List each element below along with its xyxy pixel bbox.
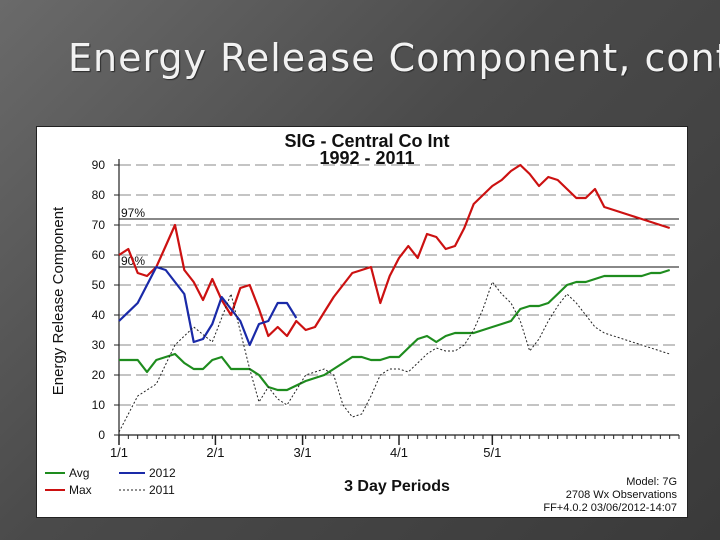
footer-version: FF+4.0.2 03/06/2012-14:07 — [543, 502, 677, 514]
y-tick-label: 40 — [92, 308, 106, 322]
y-tick-label: 10 — [92, 398, 106, 412]
x-tick-label: 5/1 — [483, 445, 501, 460]
axes: 0 10 20 30 40 50 60 70 80 90 1/1 2/1 3/1 4/1 5/1 — [92, 158, 680, 460]
legend-label-2011: 2011 — [149, 483, 175, 497]
chart-footer: Model: 7G 2708 Wx Observations FF+4.0.2 … — [543, 476, 677, 514]
x-tick-label: 4/1 — [390, 445, 408, 460]
legend-label-2012: 2012 — [149, 466, 176, 480]
y-tick-label: 70 — [92, 218, 106, 232]
reference-label: 97% — [121, 206, 145, 220]
y-tick-label: 20 — [92, 368, 106, 382]
series-line-Max — [118, 163, 671, 338]
reference-lines: 97%90% — [119, 206, 679, 268]
footer-observations: 2708 Wx Observations — [566, 489, 678, 501]
legend-label-avg: Avg — [69, 466, 89, 480]
y-tick-label: 60 — [92, 248, 106, 262]
chart-subtitle: 1992 - 2011 — [319, 148, 414, 168]
legend-label-max: Max — [69, 483, 92, 497]
series-line-2012 — [118, 265, 298, 347]
x-tick-label: 3/1 — [294, 445, 312, 460]
chart-title: SIG - Central Co Int — [284, 131, 449, 151]
x-tick-label: 2/1 — [206, 445, 224, 460]
x-axis-label: 3 Day Periods — [344, 478, 450, 495]
y-axis-label: Energy Release Component — [50, 206, 67, 395]
y-tick-label: 90 — [92, 158, 106, 172]
grid-layer — [119, 164, 679, 436]
footer-model: Model: 7G — [626, 476, 677, 488]
legend: Avg 2012 Max 2011 — [45, 466, 176, 497]
line-chart: SIG - Central Co Int 1992 - 2011 Energy … — [45, 131, 680, 514]
slide-title: Energy Release Component, cont. — [68, 36, 720, 80]
series-layer — [118, 163, 671, 433]
series-line-Avg — [119, 268, 671, 392]
y-tick-label: 30 — [92, 338, 106, 352]
y-tick-label: 50 — [92, 278, 106, 292]
x-tick-label: 1/1 — [110, 445, 128, 460]
y-tick-label: 80 — [92, 188, 106, 202]
chart-frame: SIG - Central Co Int 1992 - 2011 Energy … — [36, 126, 688, 518]
y-tick-label: 0 — [98, 428, 105, 442]
